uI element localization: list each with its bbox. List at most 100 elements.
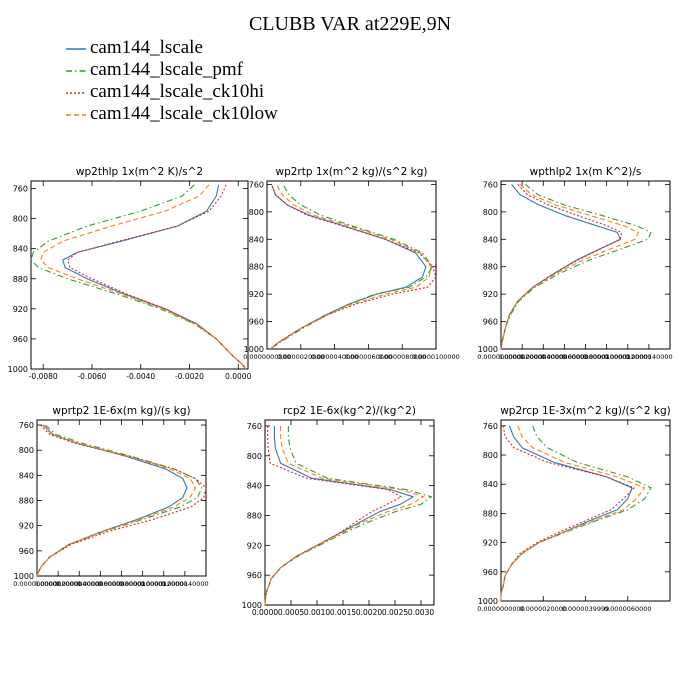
- series-line-2: [270, 185, 434, 350]
- series-line-2: [30, 184, 247, 370]
- y-tick-label: 760: [483, 422, 498, 431]
- x-tick-label: 0.0000000000: [477, 605, 525, 613]
- y-tick-label: 880: [13, 275, 28, 284]
- y-tick-label: 1000: [478, 597, 498, 606]
- y-tick-label: 920: [13, 305, 28, 314]
- series-line-4: [270, 185, 432, 350]
- y-tick-label: 960: [247, 571, 262, 580]
- series-line-1: [264, 426, 414, 606]
- y-tick-label: 880: [483, 509, 498, 518]
- x-tick-label: 0.0000100000: [119, 580, 167, 588]
- x-tick-label: 0.0000120000: [604, 353, 652, 361]
- series-line-2: [36, 424, 203, 577]
- y-tick-label: 800: [483, 451, 498, 460]
- y-tick-label: 1000: [478, 345, 498, 354]
- x-tick-label: 0.0000040000: [519, 353, 567, 361]
- chart-panel-4: wprtp2 1E-6x(m kg)/(s kg) 760 800 840 880 920…: [13, 405, 208, 588]
- x-tick-label: 0.0030: [408, 608, 434, 617]
- x-tick-label: 0.0000000000: [243, 353, 291, 361]
- legend-label: cam144_lscale: [90, 37, 203, 58]
- x-tick-label: 0.0000140000: [161, 580, 209, 588]
- y-tick-label: 880: [247, 511, 262, 520]
- y-tick-label: 760: [19, 421, 34, 430]
- x-tick-label: 0.0015: [330, 608, 356, 617]
- x-tick-label: 0.0000000000: [477, 353, 525, 361]
- x-tick-label: -0.0040: [126, 372, 155, 381]
- x-tick-label: 0.0000000000: [13, 580, 61, 588]
- chart-panel-2: wp2rtp 1x(m^2 kg)/(s^2 kg) 760 800 840 880 92…: [243, 166, 460, 361]
- y-tick-label: 960: [483, 318, 498, 327]
- series-line-3: [500, 425, 635, 601]
- x-tick-label: 0.0000120000: [140, 580, 188, 588]
- series-line-1: [500, 425, 633, 601]
- x-tick-label: 0.0000020000: [34, 580, 82, 588]
- series-line-3: [500, 184, 622, 350]
- y-tick-label: 920: [19, 522, 34, 531]
- plot-frame: [30, 180, 249, 370]
- x-tick-label: 0.0005: [278, 608, 304, 617]
- series-line-4: [40, 184, 247, 370]
- series-line-4: [264, 426, 425, 606]
- series-line-4: [36, 424, 196, 577]
- y-tick-label: 760: [13, 185, 28, 194]
- y-tick-label: 760: [247, 422, 262, 431]
- y-tick-label: 800: [247, 452, 262, 461]
- series-line-3: [264, 426, 402, 606]
- x-tick-label: 0.0000080000: [562, 353, 610, 361]
- y-tick-label: 920: [249, 290, 264, 299]
- x-tick-label: 0.0000060000: [345, 353, 393, 361]
- legend-swatch: [66, 114, 86, 116]
- plot-frame: [500, 180, 671, 350]
- y-tick-label: 960: [13, 335, 28, 344]
- x-tick-label: 0.0000100000: [412, 353, 460, 361]
- x-tick-label: 0.0000060000: [541, 353, 589, 361]
- x-tick-label: 0.0000039999: [562, 605, 610, 613]
- y-tick-label: 1000: [8, 365, 28, 374]
- legend-swatch: [66, 92, 86, 94]
- chart-title: wp2rcp 1E-3x(m^2 kg)/(s^2 kg): [500, 405, 671, 417]
- figure-title: CLUBB VAR at229E,9N: [248, 13, 452, 35]
- plot-frame: [264, 419, 435, 606]
- plot-frame: [500, 419, 671, 602]
- y-tick-label: 760: [249, 180, 264, 189]
- x-tick-label: 0.0000100000: [583, 353, 631, 361]
- series-line-1: [36, 424, 188, 577]
- chart-title: wpthlp2 1x(m K^2)/s: [530, 166, 642, 178]
- legend-swatch: [66, 48, 86, 50]
- series-line-2: [264, 426, 432, 606]
- y-tick-label: 960: [249, 318, 264, 327]
- series-line-2: [500, 425, 652, 601]
- x-tick-label: -0.0060: [77, 372, 106, 381]
- y-tick-label: 880: [19, 497, 34, 506]
- series-line-4: [500, 183, 639, 350]
- y-tick-label: 960: [483, 568, 498, 577]
- series-line-3: [270, 185, 437, 350]
- chart-title: wp2rtp 1x(m^2 kg)/(s^2 kg): [275, 166, 427, 178]
- y-tick-label: 840: [19, 471, 34, 480]
- y-tick-label: 1000: [244, 345, 264, 354]
- y-tick-label: 840: [247, 482, 262, 491]
- x-tick-label: 0.0000060000: [604, 605, 652, 613]
- y-tick-label: 880: [483, 263, 498, 272]
- chart-panel-3: wpthlp2 1x(m K^2)/s 760 800 840 880 920 960 100…: [477, 166, 672, 361]
- x-tick-label: 0.0000080000: [378, 353, 426, 361]
- series-line-3: [36, 424, 207, 577]
- chart-title: rcp2 1E-6x(kg^2)/(kg^2): [283, 405, 416, 417]
- series-line-1: [500, 184, 621, 350]
- y-tick-label: 920: [483, 290, 498, 299]
- x-tick-label: 0.0000: [225, 372, 251, 381]
- y-tick-label: 800: [13, 215, 28, 224]
- y-tick-label: 840: [13, 245, 28, 254]
- series-line-1: [270, 185, 427, 350]
- x-tick-label: 0.0000040000: [311, 353, 359, 361]
- plot-frame: [266, 180, 437, 350]
- chart-panel-5: rcp2 1E-6x(kg^2)/(kg^2) 760 800 840 880 920 96…: [242, 405, 435, 617]
- x-tick-label: 0.0000060000: [77, 580, 125, 588]
- y-tick-label: 800: [249, 208, 264, 217]
- chart-panel-6: wp2rcp 1E-3x(m^2 kg)/(s^2 kg)760 800 840 88…: [477, 405, 671, 613]
- x-tick-label: -0.0080: [29, 372, 58, 381]
- series-line-2: [500, 183, 652, 350]
- legend-label: cam144_lscale_pmf: [90, 59, 244, 80]
- x-tick-label: 0.0000020000: [277, 353, 325, 361]
